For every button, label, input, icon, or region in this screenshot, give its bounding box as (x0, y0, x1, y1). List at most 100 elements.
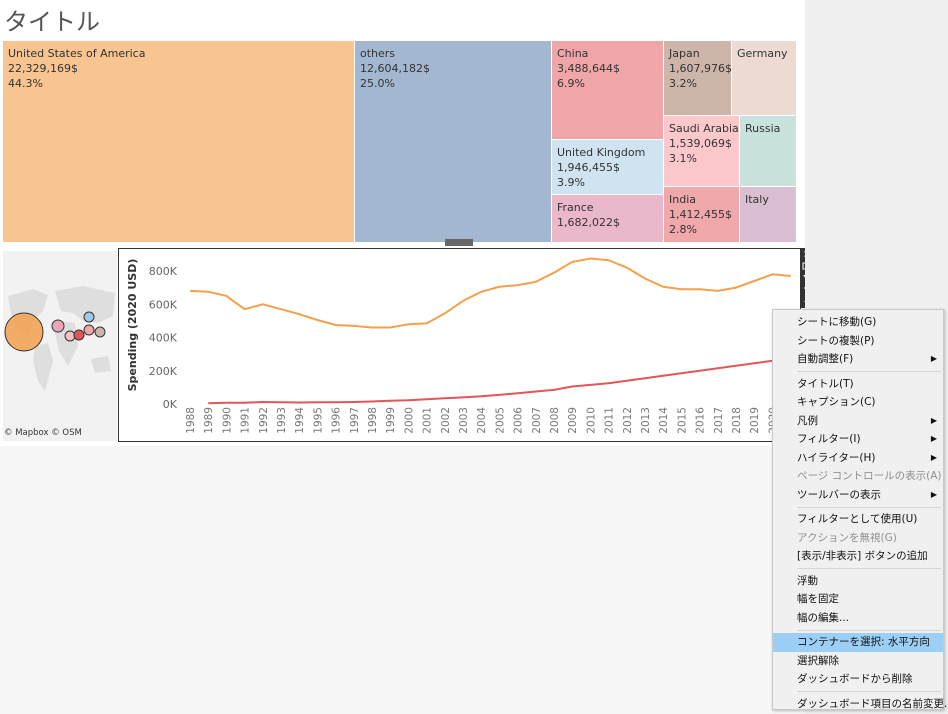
menu-item[interactable]: 浮動 (773, 572, 943, 591)
menu-item-label: 自動調整(F) (797, 353, 854, 365)
menu-item[interactable]: シートの複製(P) (773, 332, 943, 351)
dashboard: タイトル United States of America 22,329,169$… (3, 8, 805, 442)
x-tick-label: 2014 (658, 407, 670, 434)
more-icon[interactable] (804, 301, 805, 304)
x-tick-label: 2015 (676, 407, 688, 434)
treemap-cell: United Kingdom 1,946,455$ 3.9% (552, 140, 664, 195)
menu-item-label: シートの複製(P) (797, 334, 875, 347)
cell-share: 3.2% (669, 77, 697, 90)
menu-item[interactable]: [表示/非表示] ボタンの追加 (773, 547, 943, 566)
cell-label: United Kingdom (557, 146, 646, 159)
x-tick-label: 2004 (476, 407, 488, 434)
menu-item: アクションを無視(G) (773, 529, 943, 548)
menu-separator (797, 371, 941, 372)
menu-item-label: [表示/非表示] ボタンの追加 (797, 550, 928, 562)
cell-share: 44.3% (8, 77, 43, 90)
submenu-arrow: ▶ (930, 354, 937, 363)
menu-item-label: タイトル(T) (797, 377, 854, 390)
menu-separator (797, 568, 941, 569)
cell-label: others (360, 47, 396, 60)
menu-item[interactable]: フィルターとして使用(U) (773, 510, 943, 529)
x-tick-label: 2019 (749, 407, 761, 434)
menu-item[interactable]: 自動調整(F) ▶ (773, 350, 943, 369)
cell-label: Russia (745, 122, 781, 135)
y-tick-label: 200K (149, 365, 178, 378)
cell-label: Italy (745, 193, 769, 206)
chart-frame (118, 248, 801, 442)
menu-item-label: 凡例 (797, 414, 818, 427)
menu-item[interactable]: ハイライター(H) ▶ (773, 449, 943, 468)
menu-separator (797, 506, 941, 508)
cell-amount: 1,412,455$ (669, 208, 732, 221)
x-tick-label: 2008 (549, 407, 561, 434)
dashboard-title: タイトル (4, 8, 100, 36)
cell-amount: 1,946,455$ (557, 161, 620, 174)
y-tick-label: 800K (149, 265, 178, 278)
menu-item[interactable]: ダッシュボードから削除 (773, 670, 943, 689)
menu-item-label: シートに移動(G) (797, 316, 877, 328)
menu-item[interactable]: 選択解除 (773, 652, 943, 671)
map-attribution: © Mapbox © OSM (4, 428, 82, 438)
bubble (94, 326, 106, 338)
cell-amount: 1,607,976$ (669, 62, 732, 75)
menu-separator (797, 629, 941, 631)
bubble (4, 312, 44, 352)
menu-item[interactable]: タイトル(T) (773, 375, 943, 394)
menu-item[interactable]: 幅の編集... (773, 609, 943, 628)
y-tick-label: 0K (163, 398, 178, 411)
menu-item[interactable]: 幅を固定 (773, 590, 943, 609)
menu-item[interactable]: シートに移動(G) (773, 313, 943, 332)
menu-item-label: フィルター(I) (797, 433, 861, 445)
treemap-cell: Italy (740, 187, 797, 243)
cell-label: Germany (737, 47, 788, 60)
goto-icon[interactable] (802, 262, 805, 270)
menu-item[interactable]: 凡例 ▶ (773, 412, 943, 431)
x-tick-label: 2011 (604, 407, 616, 434)
menu-item-label: ハイライター(H) (797, 451, 876, 464)
x-tick-label: 1991 (240, 407, 252, 434)
treemap-cell: others 12,604,182$ 25.0% (355, 41, 552, 243)
menu-item[interactable]: コンテナーを選択: 水平方向 (773, 633, 943, 652)
menu-item[interactable]: フィルター(I) ▶ (773, 430, 943, 449)
x-tick-label: 1996 (331, 407, 343, 434)
x-tick-label: 2000 (403, 407, 415, 434)
resize-handle[interactable] (445, 239, 473, 246)
cell-amount: 3,488,644$ (557, 62, 620, 75)
menu-item-label: 選択解除 (797, 654, 839, 667)
bubble (83, 324, 95, 336)
bubble (83, 311, 95, 323)
cell-label: Saudi Arabia (669, 122, 739, 135)
x-tick-label: 2002 (440, 407, 452, 434)
menu-item: ページ コントロールの表示(A) (773, 467, 943, 486)
line-chart: 0K 200K 400K 600K 800K Spending (2020 USD) 198… (118, 239, 805, 442)
cell-share: 2.8% (669, 223, 697, 236)
menu-item[interactable]: ツールバーの表示 ▶ (773, 486, 943, 505)
menu-item[interactable]: キャプション(C) (773, 393, 943, 412)
treemap-cell: India 1,412,455$ 2.8% (664, 187, 740, 243)
x-tick-label: 2010 (585, 407, 597, 434)
map-canvas (4, 286, 115, 391)
x-tick-label: 1997 (349, 407, 361, 434)
x-tick-label: 1989 (203, 407, 215, 434)
x-tick-label: 2016 (695, 407, 707, 434)
menu-item-label: ツールバーの表示 (797, 488, 881, 501)
bubble (51, 319, 65, 333)
x-tick-label: 1999 (385, 407, 397, 434)
submenu-arrow: ▶ (930, 434, 937, 443)
filter-icon[interactable] (803, 275, 805, 283)
x-tick-label: 1990 (221, 407, 233, 434)
menu-item-label: キャプション(C) (797, 396, 876, 408)
x-tick-label: 2007 (531, 407, 543, 434)
cell-share: 6.9% (557, 77, 585, 90)
x-tick-label: 2006 (513, 407, 525, 434)
menu-separator (797, 691, 941, 692)
menu-item-label: 幅を固定 (797, 593, 839, 605)
close-icon[interactable]: × (803, 249, 805, 260)
x-tick-label: 1988 (185, 407, 197, 434)
cell-share: 3.9% (557, 176, 585, 189)
x-tick-label: 2009 (567, 407, 579, 434)
menu-item[interactable]: ダッシュボード項目の名前変更... (773, 695, 948, 714)
submenu-arrow: ▶ (930, 415, 937, 425)
bubble (73, 329, 85, 341)
map: © Mapbox © OSM (3, 251, 117, 441)
